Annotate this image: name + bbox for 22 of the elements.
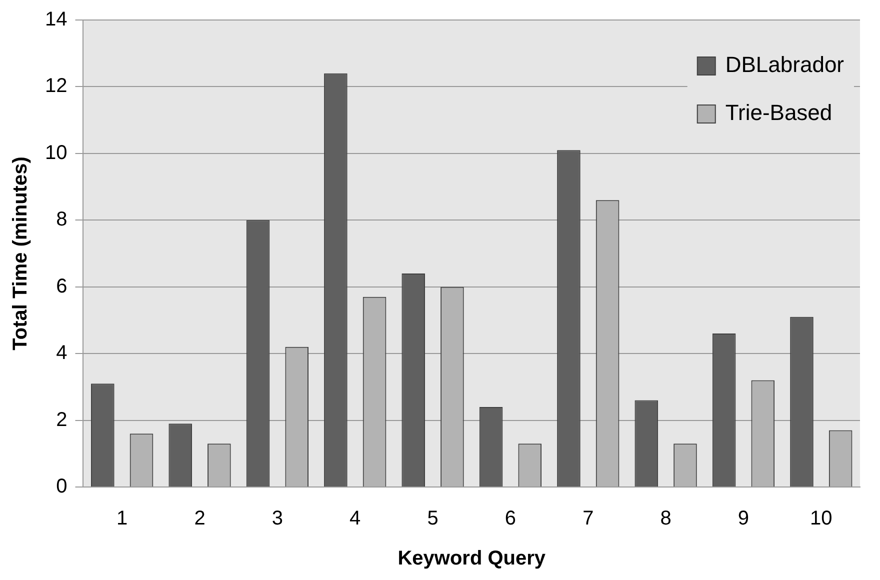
- x-tick-label: 2: [194, 508, 206, 530]
- x-tick-label: 4: [350, 508, 361, 530]
- x-tick-label: 3: [272, 508, 283, 530]
- legend-label: DBLabrador: [725, 52, 844, 78]
- y-tick-label: 8: [56, 208, 68, 231]
- x-tick-label: 6: [504, 508, 516, 530]
- y-tick-label: 2: [56, 408, 68, 431]
- y-tick-label: 12: [44, 75, 68, 98]
- legend-label: Trie-Based: [725, 100, 832, 126]
- y-axis-title: Total Time (minutes): [10, 156, 32, 350]
- y-tick-label: 0: [56, 476, 68, 498]
- x-tick-label: 10: [810, 508, 832, 530]
- y-tick-label: 10: [44, 142, 68, 164]
- y-tick-label: 14: [44, 8, 68, 31]
- x-tick-label: 5: [427, 508, 438, 530]
- y-tick-label: 6: [56, 275, 68, 298]
- x-tick-label: 8: [660, 508, 672, 530]
- x-tick-label: 7: [582, 508, 594, 530]
- x-axis-title: Keyword Query: [398, 548, 546, 570]
- y-tick-label: 4: [56, 342, 68, 364]
- x-tick-label: 9: [738, 508, 750, 530]
- x-tick-label: 1: [116, 508, 128, 530]
